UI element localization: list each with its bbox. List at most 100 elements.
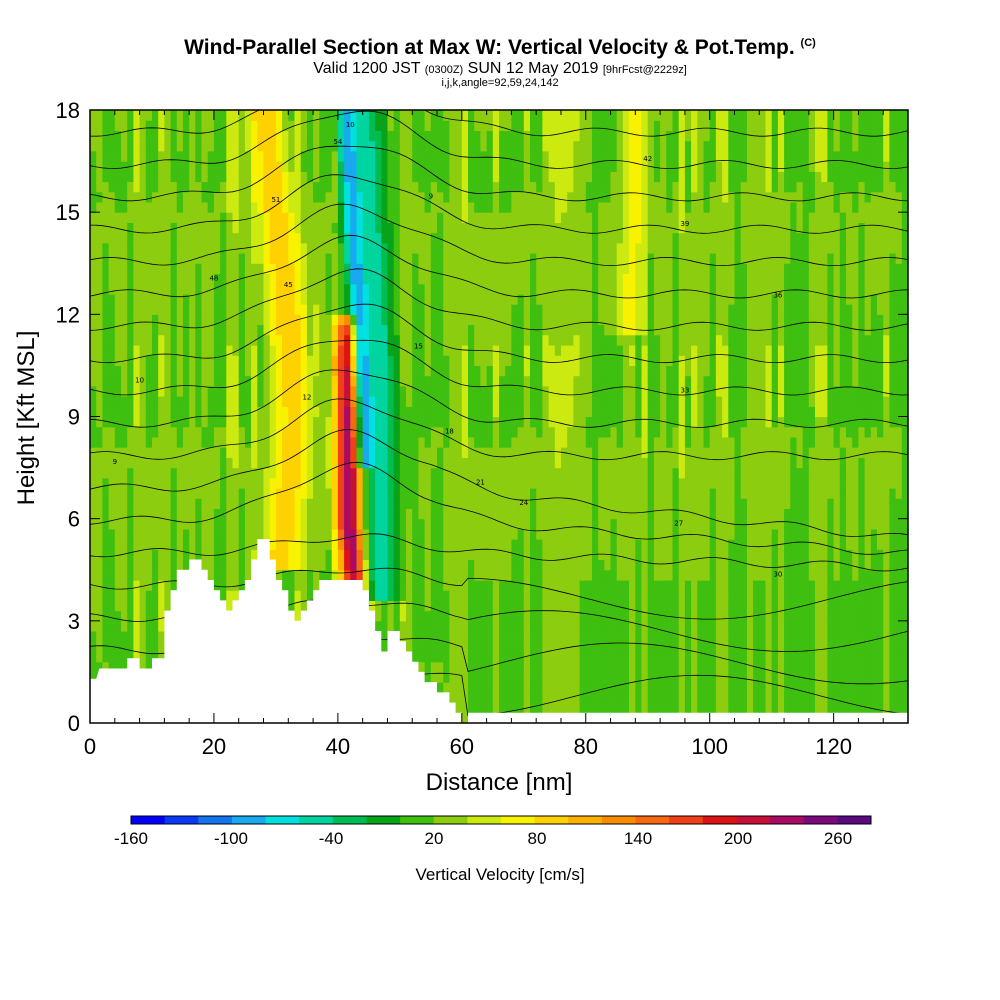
field-cell [189,334,196,346]
field-cell [474,201,481,213]
field-cell [269,467,277,479]
field-cell [585,253,593,264]
field-cell [139,488,147,499]
field-cell [257,385,265,397]
field-cell [114,314,122,326]
field-cell [468,682,475,693]
field-cell [213,140,221,152]
field-cell [412,212,419,223]
field-cell [511,702,519,714]
field-cell [542,528,550,540]
field-cell [530,110,537,121]
field-cell [492,661,500,673]
field-cell [406,375,413,387]
field-cell [201,161,209,172]
field-cell [170,161,178,172]
field-cell [387,416,395,428]
field-cell [102,436,110,448]
field-cell [170,467,178,479]
field-cell [176,498,184,509]
field-cell [350,201,358,213]
field-cell [523,631,531,642]
field-cell [499,610,506,622]
field-cell [430,600,438,612]
field-cell [455,477,463,489]
field-cell [455,293,463,305]
field-cell [368,488,376,499]
field-cell [331,314,339,326]
field-cell [350,559,358,571]
field-cell [406,314,413,326]
field-cell [176,436,184,448]
field-cell [579,436,587,448]
field-cell [251,140,258,152]
field-cell [406,334,413,346]
field-cell [337,110,345,121]
field-cell [505,150,512,162]
field-cell [381,498,389,509]
field-cell [585,345,593,356]
field-cell [275,314,283,326]
field-cell [238,212,246,223]
field-cell [592,426,599,438]
field-cell [418,631,426,642]
field-cell [381,569,389,581]
field-cell [461,201,469,213]
field-cell [251,416,258,428]
field-cell [548,110,556,121]
field-cell [133,528,141,540]
field-cell [145,580,153,591]
field-cell [201,242,209,254]
field-cell [220,212,227,223]
field-cell [158,140,165,152]
field-cell [213,283,221,295]
field-cell [517,222,525,234]
field-cell [275,528,283,540]
field-cell [263,242,271,254]
field-cell [263,488,271,499]
field-cell [505,457,512,469]
field-cell [548,610,556,622]
field-cell [406,549,413,561]
field-cell [325,314,333,326]
field-cell [492,600,500,612]
field-cell [331,212,339,223]
field-cell [592,232,599,244]
field-cell [517,345,525,356]
field-cell [492,682,500,693]
field-cell [344,253,351,264]
field-cell [90,416,97,428]
field-cell [337,528,345,540]
field-cell [121,580,128,591]
field-cell [455,304,463,315]
field-cell [300,518,308,530]
field-cell [536,610,543,622]
field-cell [152,150,159,162]
field-cell [300,242,308,254]
field-cell [536,600,543,612]
field-cell [201,120,209,131]
field-cell [418,232,426,244]
field-cell [399,110,407,121]
field-cell [474,314,481,326]
field-cell [455,110,463,121]
field-cell [356,130,364,142]
field-cell [244,396,252,407]
field-cell [183,385,190,397]
field-cell [449,324,457,336]
field-cell [294,273,302,285]
field-cell [337,253,345,264]
field-cell [288,314,296,326]
field-cell [536,436,543,448]
field-cell [381,416,389,428]
field-cell [368,559,376,571]
field-cell [598,304,605,315]
field-cell [195,140,203,152]
field-cell [480,559,488,571]
field-cell [561,498,568,509]
field-cell [275,150,283,162]
field-cell [145,304,153,315]
field-cell [282,222,289,234]
field-cell [226,181,234,193]
field-cell [133,314,141,326]
